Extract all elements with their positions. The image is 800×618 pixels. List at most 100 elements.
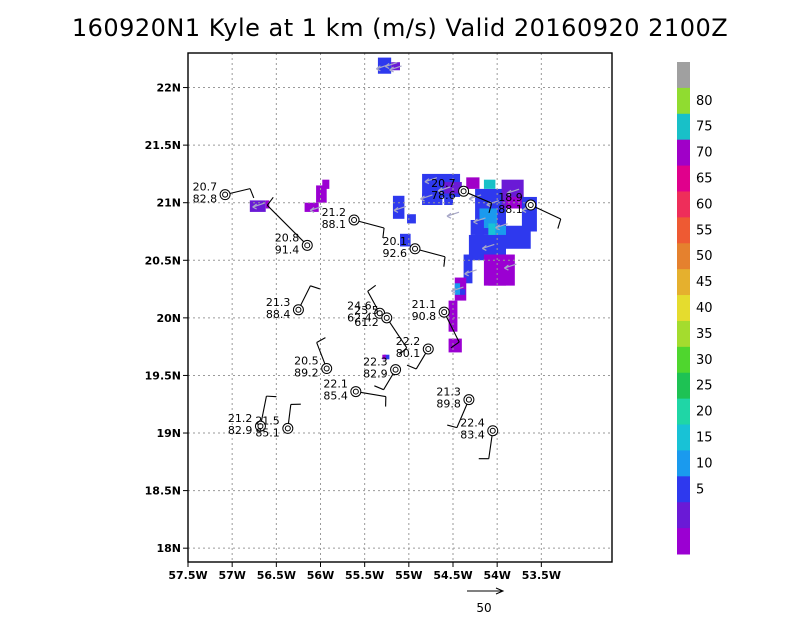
station-marker <box>422 343 434 355</box>
wind-barb-flag <box>266 395 277 398</box>
station-value: 92.6 <box>383 247 408 260</box>
colorbar-swatch <box>677 243 690 270</box>
wind-vector-head <box>384 63 390 70</box>
station-marker-inner <box>222 191 229 198</box>
wind-vector <box>389 65 402 71</box>
wind-field-cell <box>391 62 400 71</box>
wind-field-cell <box>249 200 266 212</box>
wind-barb-flag <box>266 196 274 206</box>
station-value: 82.8 <box>193 193 218 206</box>
wind-barb-flag <box>316 337 326 344</box>
reference-arrow-head <box>495 587 505 595</box>
station-temperature: 22.2 <box>396 335 421 348</box>
colorbar-label: 10 <box>696 456 713 471</box>
station-marker <box>438 306 450 318</box>
colorbar-swatch <box>677 476 690 503</box>
x-tick-label: 56W <box>307 569 334 582</box>
wind-vector-head <box>424 178 430 185</box>
colorbar-swatch <box>677 269 690 296</box>
wind-barb-flag <box>450 341 460 349</box>
y-tick-label: 19N <box>156 427 181 440</box>
colorbar-label: 35 <box>696 327 713 342</box>
wind-field-cell <box>460 289 466 295</box>
wind-barb-flag <box>249 188 255 199</box>
reference-label: 50 <box>476 601 491 615</box>
station-temperature: 21.3 <box>436 386 461 399</box>
wind-barb-flag <box>398 347 408 355</box>
colorbar-swatch <box>677 372 690 400</box>
wind-vector <box>437 186 451 192</box>
station-marker-inner <box>412 245 419 252</box>
station-temperature: 18.9 <box>498 191 523 204</box>
station-marker-inner <box>352 388 359 395</box>
colorbar-swatch <box>677 346 690 374</box>
station-value: 88.1 <box>498 203 523 216</box>
wind-speed-fields <box>249 57 537 360</box>
wind-field-cell <box>492 225 506 238</box>
wind-vector-head <box>252 203 258 210</box>
wind-vector-head <box>481 244 487 252</box>
y-axis: 18N 18.5N 19N 19.5N 20N 20.5N 21N 21.5N 22N <box>145 82 188 555</box>
colorbar-label: 25 <box>696 379 713 394</box>
station-marker <box>458 185 470 197</box>
station-marker-inner <box>527 202 534 209</box>
station-temperature: 20.1 <box>383 235 408 248</box>
wind-vector-head <box>437 187 443 194</box>
wind-vector-head <box>375 65 381 72</box>
y-tick-label: 21.5N <box>145 139 181 152</box>
station-value: 85.1 <box>255 426 280 439</box>
x-tick-label: 54W <box>483 569 510 582</box>
y-tick-label: 21N <box>156 197 181 210</box>
colorbar-swatch <box>677 295 690 322</box>
wind-field-cell <box>483 179 496 189</box>
station-marker <box>525 199 537 211</box>
colorbar-label: 30 <box>696 353 713 368</box>
station-temperature: 22.3 <box>363 356 388 369</box>
station-temperature: 22.4 <box>460 417 485 430</box>
colorbar-label: 50 <box>696 249 713 264</box>
station-value: 78.6 <box>431 189 456 202</box>
wind-field-cell <box>470 219 484 235</box>
wind-barb-flag <box>382 227 385 238</box>
station-value: 83.4 <box>460 429 485 442</box>
wind-vector <box>473 217 486 223</box>
colorbar-swatch <box>677 398 690 426</box>
chart-title: 160920N1 Kyle at 1 km (m/s) Valid 201609… <box>71 14 729 42</box>
colorbar-label: 5 <box>696 482 704 497</box>
station-value: 80.1 <box>396 347 421 360</box>
station-marker-inner <box>441 309 448 316</box>
colorbar-swatch <box>677 528 690 555</box>
wind-vector <box>468 194 482 200</box>
wind-vector <box>420 194 433 200</box>
x-tick-label: 54.5W <box>433 569 472 582</box>
wind-field-cell <box>422 193 443 206</box>
wind-field-cell <box>392 195 405 219</box>
wind-vector-head <box>446 212 452 219</box>
station-marker-inner <box>323 365 330 372</box>
wind-vector <box>393 205 407 212</box>
station-temperature: 20.8 <box>275 231 300 244</box>
station-temperature: 21.3 <box>266 296 291 309</box>
colorbar-swatch <box>677 502 690 529</box>
wind-field-cell <box>304 202 319 212</box>
colorbar-label: 40 <box>696 301 713 316</box>
wind-field-cell <box>322 179 330 189</box>
plot-frame <box>187 52 613 563</box>
station-temperature: 21.5 <box>255 414 280 427</box>
station-value: 89.2 <box>294 367 319 380</box>
y-tick-label: 22N <box>156 82 181 95</box>
y-tick-label: 20.5N <box>145 254 181 267</box>
y-tick-label: 18N <box>156 542 181 555</box>
station-value: 89.8 <box>436 398 461 411</box>
wind-barb-flag <box>374 385 384 391</box>
station-temperature: 23.5 <box>354 304 379 317</box>
station-marker-inner <box>351 216 358 223</box>
station-value: 61.2 <box>354 316 379 329</box>
wind-barb-shaft <box>266 204 308 246</box>
wind-vector <box>482 243 495 250</box>
x-tick-label: 55.5W <box>345 569 384 582</box>
x-tick-label: 55W <box>395 569 422 582</box>
wind-barb-flag <box>310 285 321 290</box>
wind-vector-head <box>393 206 399 214</box>
station-marker-inner <box>257 423 264 430</box>
